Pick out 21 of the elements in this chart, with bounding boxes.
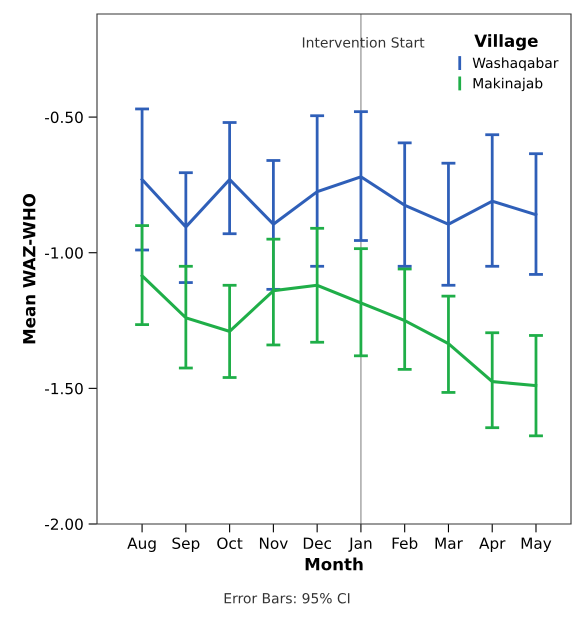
x-tick-label: Oct: [217, 537, 242, 550]
y-tick-label: -1.00: [45, 247, 83, 259]
x-tick-label: Dec: [304, 538, 331, 550]
x-tick-label: Nov: [260, 538, 288, 550]
y-tick-label: -0.50: [45, 112, 83, 124]
text: Error Bars: 95% CI: [224, 592, 350, 604]
x-tick-label: Jan: [348, 538, 372, 552]
y-axis-title: Mean WAZ-WHO: [22, 194, 36, 344]
y-tick-label: -2.00: [45, 518, 83, 530]
x-tick-label: Mar: [436, 538, 463, 550]
x-tick-label: Aug: [127, 538, 156, 552]
ref-line-label: Intervention Start: [302, 36, 424, 48]
x-tick-label: Feb: [392, 537, 418, 550]
x-tick-label: May: [522, 538, 552, 552]
x-axis-title: Month: [306, 558, 363, 570]
x-tick-label: Sep: [172, 537, 200, 552]
y-tick-label: -1.50: [45, 382, 83, 394]
legend-label: Makinajab: [474, 78, 542, 92]
x-tick-label: Apr: [479, 538, 506, 552]
legend-label: Washaqabar: [472, 57, 558, 71]
legend-title: Village: [474, 34, 538, 50]
